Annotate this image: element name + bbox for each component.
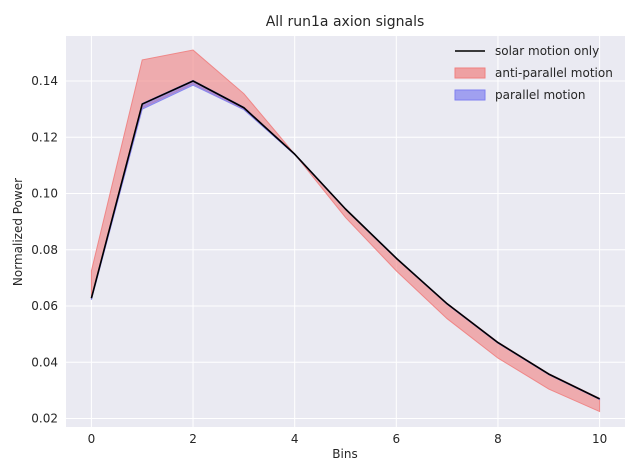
legend: solar motion only anti-parallel motion par… (454, 44, 613, 102)
legend-swatch-band (454, 67, 486, 79)
gridlines (66, 36, 625, 427)
y-tick-labels: 0.02 0.04 0.06 0.08 0.10 0.12 0.14 (31, 74, 58, 426)
line-layer (90, 80, 600, 400)
y-tick-label: 0.10 (31, 187, 58, 201)
y-tick-label: 0.02 (31, 412, 58, 426)
legend-entry: solar motion only (495, 44, 599, 58)
y-tick-label: 0.08 (31, 243, 58, 257)
y-tick-label: 0.04 (31, 355, 58, 369)
legend-entry: anti-parallel motion (495, 66, 613, 80)
y-axis-label: Normalized Power (11, 178, 25, 286)
x-tick-label: 8 (494, 432, 502, 446)
chart-title: All run1a axion signals (266, 14, 425, 30)
x-tick-label: 0 (88, 432, 96, 446)
line-solar-motion-only (90, 80, 600, 400)
y-tick-label: 0.06 (31, 299, 58, 313)
x-tick-labels: 0 2 4 6 8 10 (88, 432, 608, 446)
y-tick-label: 0.14 (31, 74, 58, 88)
x-tick-label: 2 (189, 432, 197, 446)
x-axis-label: Bins (332, 447, 357, 461)
x-tick-label: 6 (392, 432, 400, 446)
legend-entry: parallel motion (495, 88, 585, 102)
x-tick-label: 4 (291, 432, 299, 446)
legend-swatch-band (454, 89, 486, 101)
x-tick-label: 10 (592, 432, 607, 446)
y-tick-label: 0.12 (31, 130, 58, 144)
